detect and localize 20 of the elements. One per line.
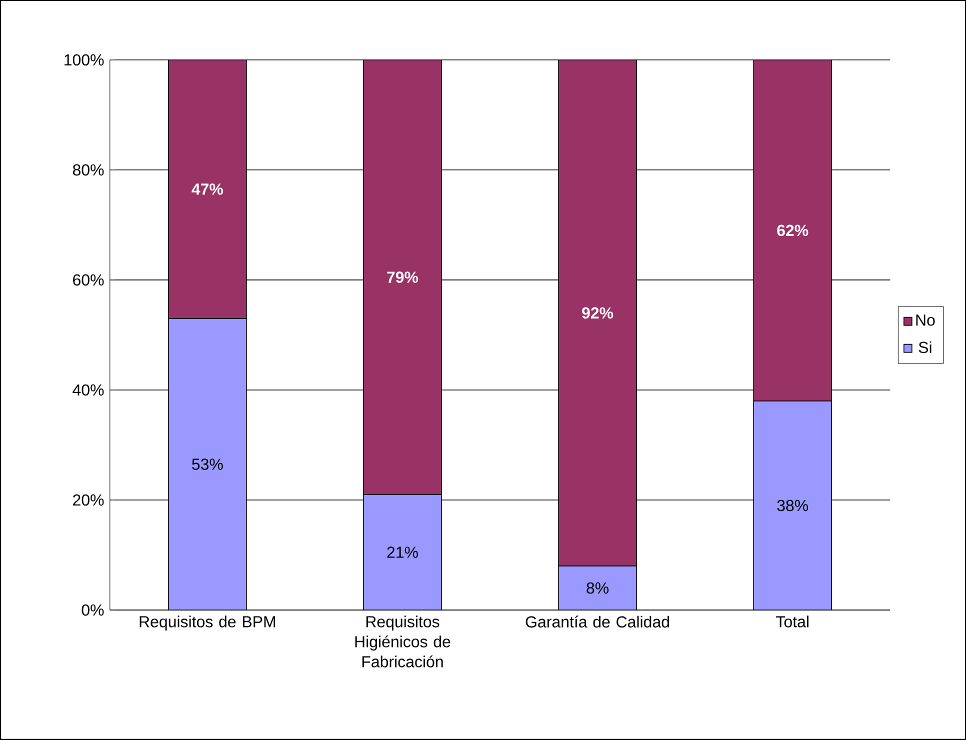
y-tick-label: 60% bbox=[73, 274, 104, 286]
data-label: 21% bbox=[387, 546, 418, 558]
data-label: 8% bbox=[586, 582, 609, 594]
data-label: 92% bbox=[582, 307, 614, 319]
legend-label: Si bbox=[918, 341, 932, 354]
legend-label: No bbox=[916, 314, 935, 326]
y-tick-label: 40% bbox=[72, 384, 104, 396]
y-tick-label: 20% bbox=[73, 494, 104, 506]
x-tick-label: Total bbox=[776, 616, 808, 628]
data-label: 47% bbox=[192, 184, 224, 195]
data-label: 62% bbox=[777, 224, 808, 236]
data-label: 79% bbox=[387, 272, 418, 283]
y-tick-label: 100% bbox=[64, 54, 104, 66]
data-label: 38% bbox=[777, 500, 808, 512]
x-tick-label: Requisitos Higiénicos de Fabricación bbox=[355, 616, 450, 668]
x-tick-label: Requisitos de BPM bbox=[140, 616, 276, 631]
data-label: 53% bbox=[192, 458, 223, 470]
y-tick-label: 0% bbox=[82, 604, 104, 616]
y-tick-label: 80% bbox=[72, 164, 104, 176]
x-tick-label: Garantía de Calidad bbox=[526, 616, 669, 628]
